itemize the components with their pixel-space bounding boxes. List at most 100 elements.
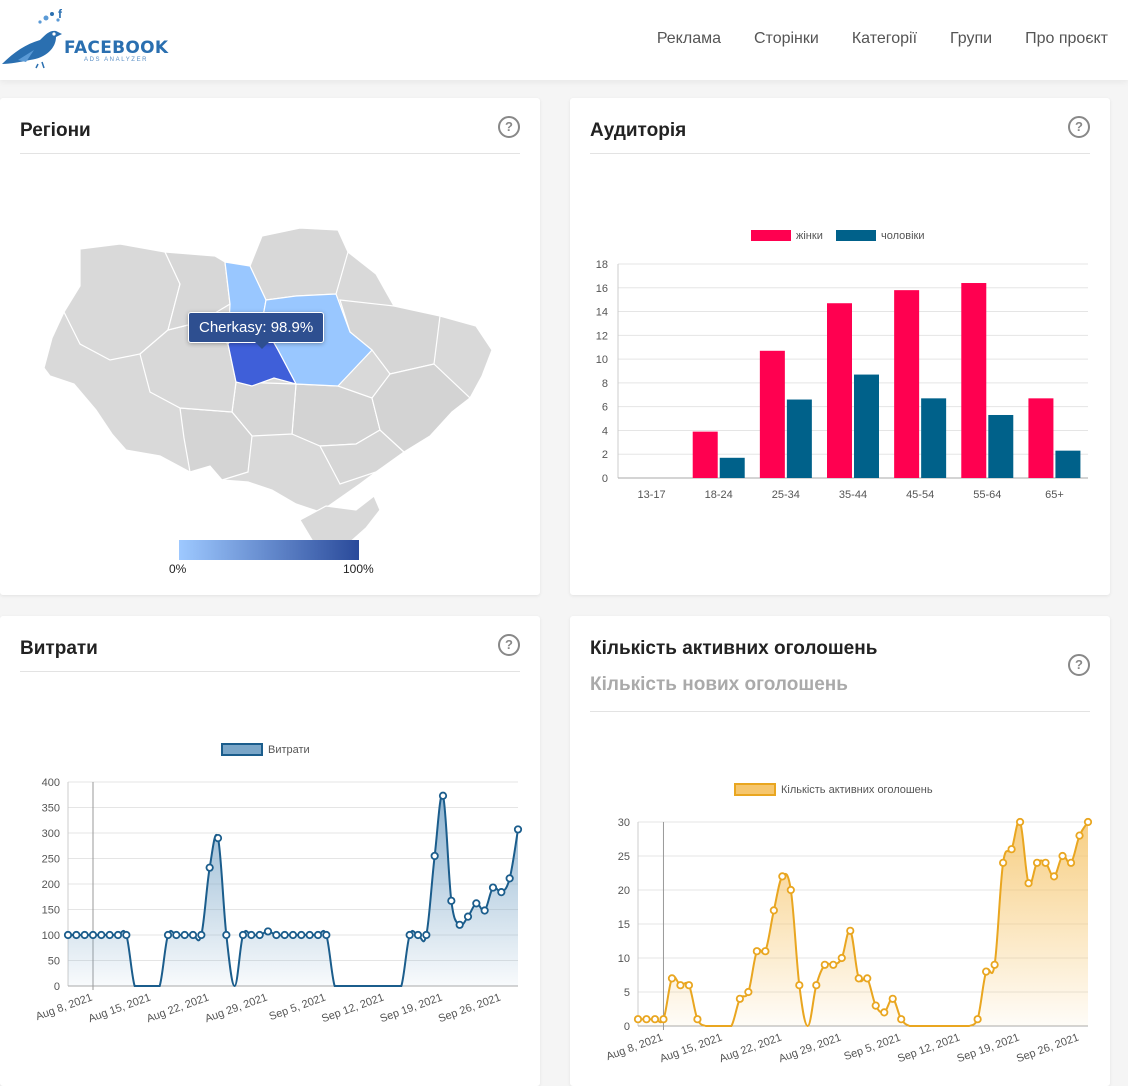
data-point — [1007, 845, 1016, 854]
legend-label-0: жінки — [796, 230, 823, 242]
x-tick-label: Sep 19, 2021 — [955, 1032, 1021, 1066]
data-point — [761, 947, 770, 956]
data-point — [238, 930, 248, 940]
y-tick-label: 100 — [42, 930, 60, 942]
x-tick-label: Sep 12, 2021 — [896, 1032, 962, 1066]
data-point — [888, 994, 897, 1003]
x-tick-label: 18-24 — [705, 489, 733, 501]
data-point — [172, 930, 181, 940]
map-region-odesa — [179, 407, 253, 481]
regions-card: Регіони ? Cherkasy: 98.9% 0% 100% — [0, 98, 540, 595]
nav-categories[interactable]: Категорії — [851, 30, 918, 47]
top-header: f FACEBOOK ADS ANALYZER Реклама Сторінки… — [0, 0, 1128, 80]
data-point — [735, 994, 744, 1003]
y-tick-label: 200 — [42, 879, 60, 891]
y-tick-label: 20 — [618, 885, 630, 897]
ads-help-icon[interactable]: ? — [1068, 654, 1090, 676]
data-point — [122, 930, 131, 940]
data-point — [113, 930, 123, 940]
data-point — [633, 1015, 643, 1024]
x-tick-label: Sep 19, 2021 — [378, 992, 444, 1026]
main-nav: Реклама Сторінки Категорії Групи Про про… — [657, 30, 1108, 48]
bar-чоловіки-18-24 — [719, 457, 745, 478]
data-point — [684, 981, 694, 990]
data-point — [205, 863, 214, 872]
legend-swatch-1 — [836, 230, 876, 241]
map-tooltip: Cherkasy: 98.9% — [188, 312, 325, 349]
spend-title: Витрати — [20, 638, 98, 659]
x-tick-label: Aug 29, 2021 — [777, 1032, 843, 1066]
x-tick-label: Aug 22, 2021 — [718, 1032, 784, 1066]
ukraine-map — [43, 227, 493, 555]
site-logo[interactable]: f FACEBOOK ADS ANALYZER — [0, 4, 168, 70]
data-point — [676, 981, 685, 990]
bar-жінки-25-34 — [759, 350, 785, 478]
ads-subtitle[interactable]: Кількість нових оголошень — [590, 674, 848, 695]
ads-divider — [590, 711, 1090, 712]
data-point — [247, 930, 256, 940]
nav-pages[interactable]: Сторінки — [754, 30, 819, 47]
data-point — [288, 930, 298, 940]
map-scale-max: 100% — [343, 562, 374, 576]
audience-help-icon[interactable]: ? — [1068, 116, 1090, 138]
data-point — [973, 1015, 982, 1024]
spend-divider — [20, 671, 520, 672]
x-tick-label: Aug 8, 2021 — [605, 1032, 665, 1064]
y-tick-label: 8 — [602, 378, 608, 390]
bar-жінки-55-64 — [961, 283, 987, 478]
x-tick-label: Aug 15, 2021 — [87, 992, 153, 1026]
spend-card: Витрати ? Витрати 0 50 100 150 200 250 300 350 40… — [0, 616, 540, 1086]
data-point — [413, 930, 423, 940]
data-point — [263, 927, 273, 936]
x-tick-label: Aug 8, 2021 — [34, 992, 94, 1024]
spend-help-icon[interactable]: ? — [498, 634, 520, 656]
y-tick-label: 0 — [602, 473, 608, 485]
audience-divider — [590, 153, 1090, 154]
data-point — [105, 930, 114, 940]
bar-жінки-18-24 — [692, 431, 718, 478]
data-point — [812, 981, 821, 990]
data-point — [97, 930, 106, 940]
data-point — [505, 874, 514, 883]
nav-ads[interactable]: Реклама — [656, 30, 721, 47]
x-tick-label: Aug 15, 2021 — [658, 1032, 724, 1066]
legend-swatch — [221, 743, 263, 756]
data-point — [820, 960, 829, 969]
data-point — [322, 930, 331, 940]
regions-help-icon[interactable]: ? — [498, 116, 520, 138]
nav-groups[interactable]: Групи — [950, 30, 993, 47]
data-point — [1083, 817, 1093, 827]
series-area — [68, 794, 518, 986]
data-point — [854, 974, 863, 983]
bird-logo-icon: f — [2, 7, 63, 69]
nav-about[interactable]: Про проєкт — [1025, 30, 1108, 47]
x-tick-label: 65+ — [1045, 489, 1064, 501]
svg-text:f: f — [58, 7, 63, 21]
data-point — [659, 1015, 668, 1024]
data-point — [795, 981, 804, 990]
y-tick-label: 30 — [618, 817, 630, 829]
data-point — [422, 930, 431, 940]
y-tick-label: 15 — [618, 919, 630, 931]
bar-чоловіки-25-34 — [786, 399, 812, 478]
bar-жінки-45-54 — [894, 290, 920, 478]
data-point — [197, 930, 206, 940]
data-point — [837, 953, 846, 963]
data-point — [513, 825, 523, 834]
regions-title: Регіони — [20, 120, 91, 141]
data-point — [213, 834, 223, 843]
y-tick-label: 0 — [624, 1021, 630, 1033]
data-point — [463, 912, 473, 921]
data-point — [80, 930, 89, 940]
y-tick-label: 350 — [42, 803, 60, 815]
map-region-chernihiv — [249, 227, 349, 301]
map-scale-bar — [179, 540, 359, 560]
x-tick-label: 25-34 — [772, 489, 800, 501]
x-tick-label: Sep 5, 2021 — [842, 1032, 902, 1064]
data-point — [1041, 858, 1050, 867]
data-point — [1075, 831, 1084, 840]
x-tick-label: Sep 5, 2021 — [267, 992, 327, 1024]
y-tick-label: 300 — [42, 828, 60, 840]
data-point — [829, 960, 838, 969]
data-point — [778, 872, 787, 881]
